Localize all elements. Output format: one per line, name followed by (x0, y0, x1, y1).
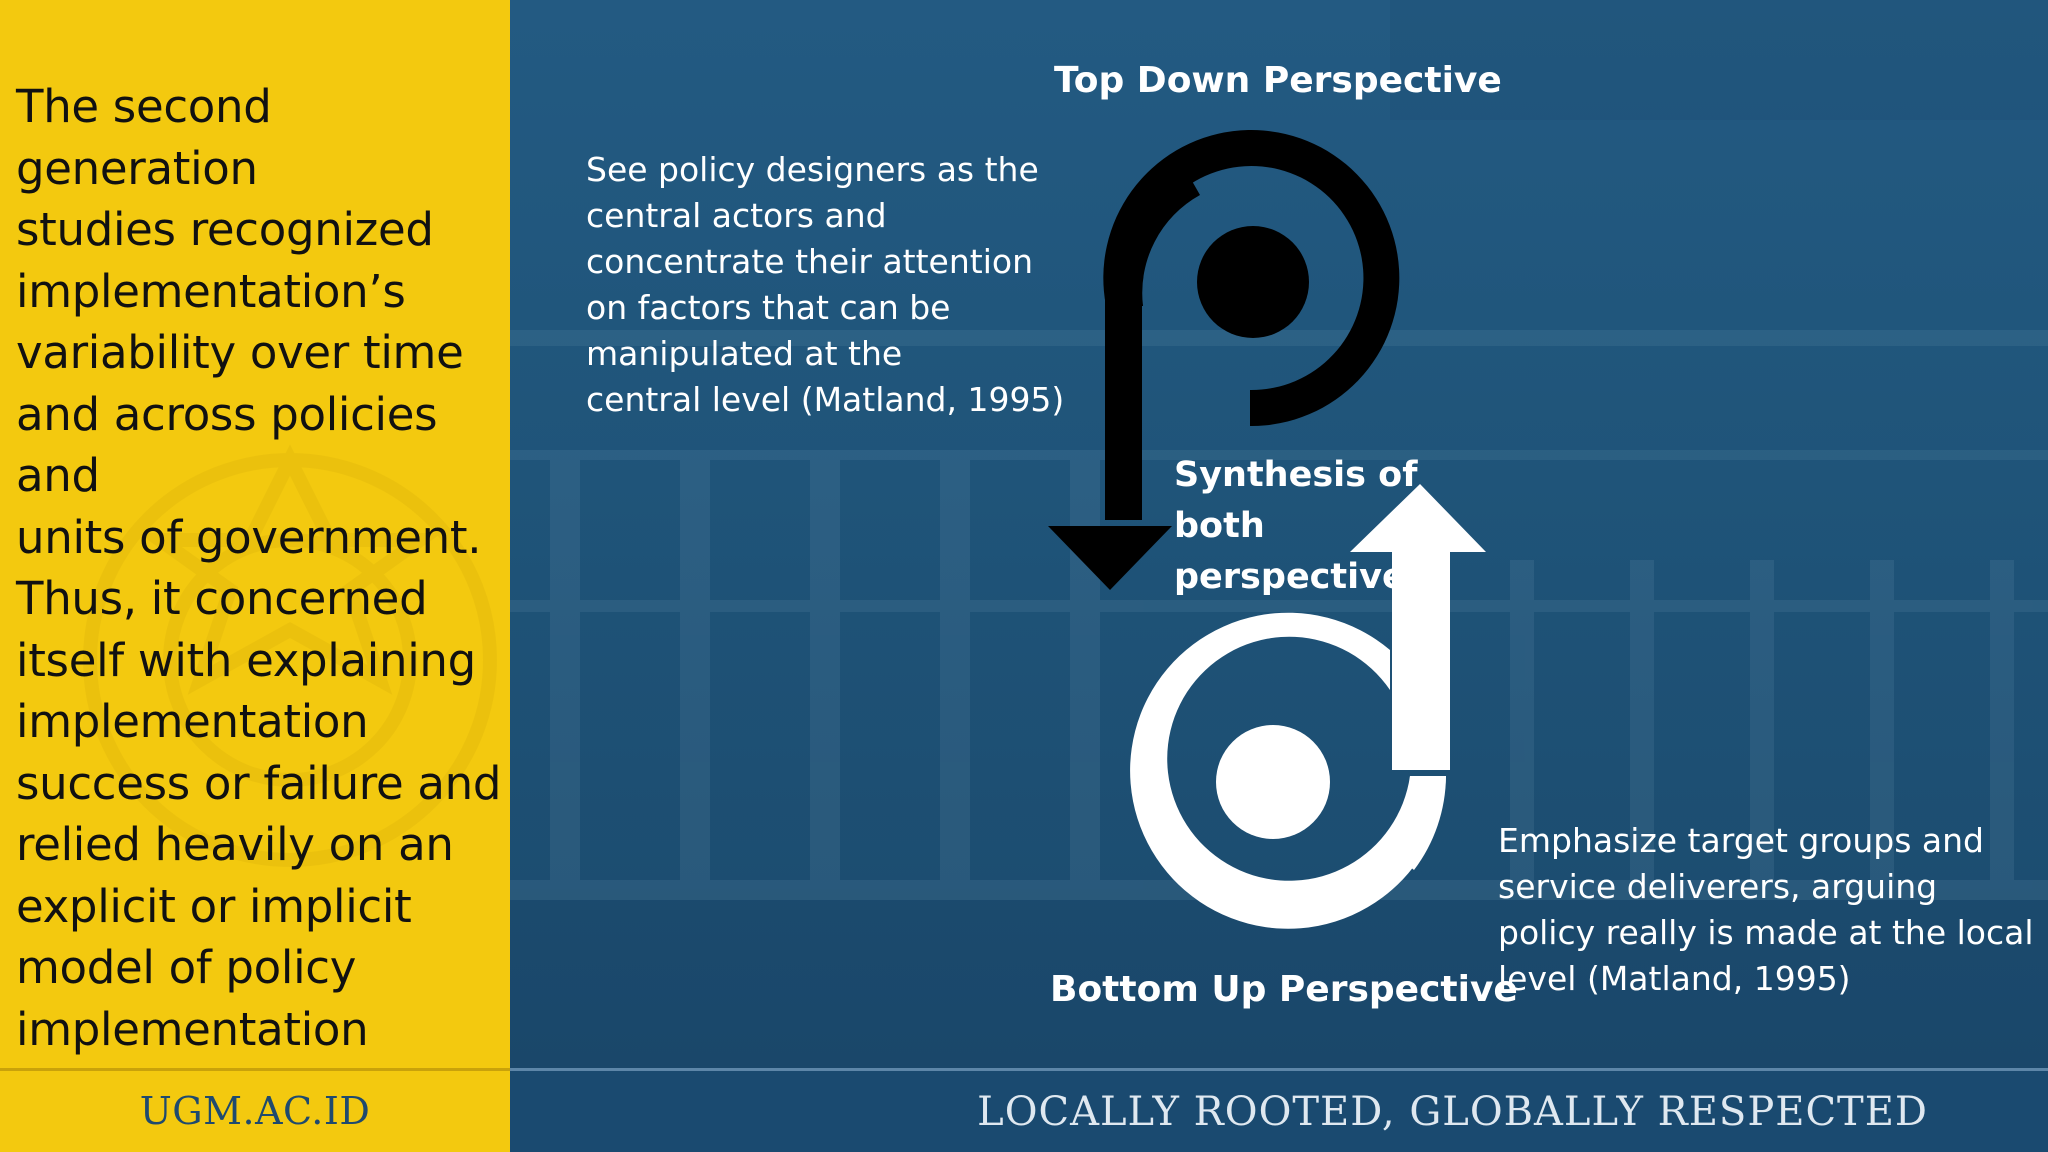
top-down-description: See policy designers as the central acto… (586, 150, 1065, 419)
footer-tagline: LOCALLY ROOTED, GLOBALLY RESPECTED (977, 1089, 1928, 1135)
footer-right-bar: LOCALLY ROOTED, GLOBALLY RESPECTED (510, 1068, 2048, 1152)
top-down-perspective-title: Top Down Perspective (1054, 60, 1502, 101)
bottom-up-arrow-shape (1130, 484, 1486, 929)
top-down-arrow-shape (1048, 130, 1400, 590)
left-text-panel: The second generation studies recognized… (0, 0, 510, 1068)
main-content-area (510, 0, 2048, 1068)
synthesis-label: Synthesis of both perspective (1174, 455, 1418, 597)
bottom-up-perspective-title: Bottom Up Perspective (1050, 969, 1518, 1010)
footer-left-bar: UGM.AC.ID (0, 1068, 510, 1152)
background-building-image (510, 0, 2048, 1068)
left-body-text: The second generation studies recognized… (16, 80, 502, 1068)
footer-site-link[interactable]: UGM.AC.ID (139, 1089, 371, 1133)
university-emblem-watermark (83, 444, 497, 867)
bottom-up-description: Emphasize target groups and service deli… (1498, 821, 2034, 998)
